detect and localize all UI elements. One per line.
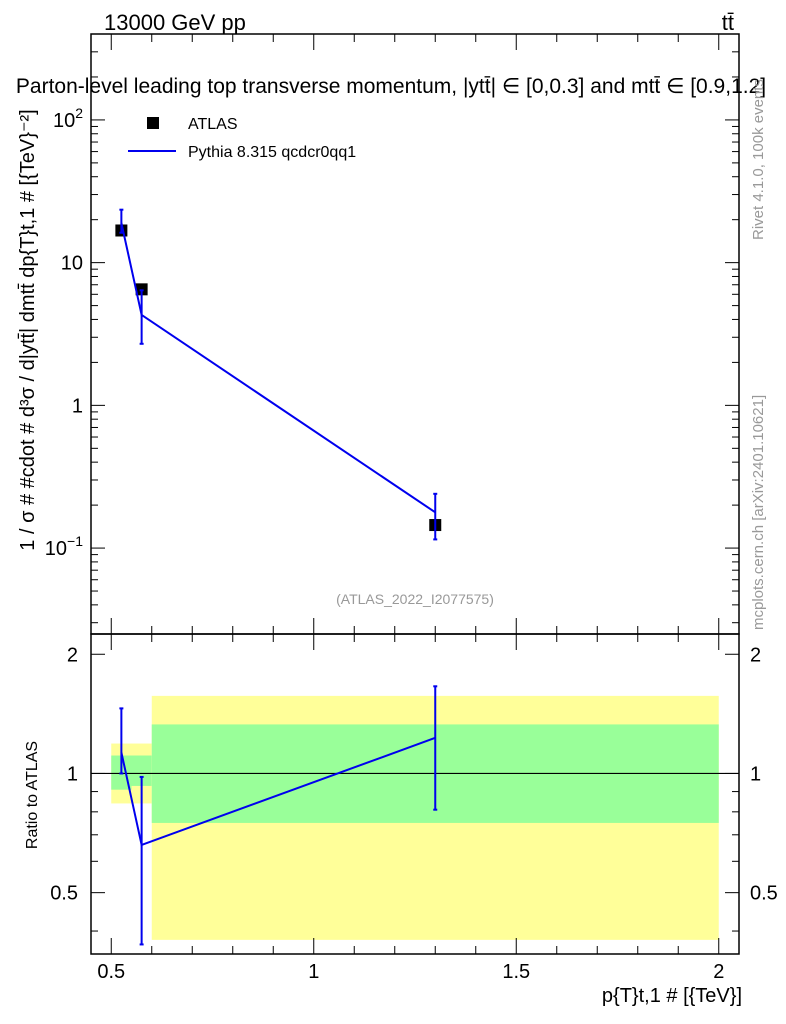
main-y-ticks	[91, 33, 739, 624]
header-right: tt̄	[722, 10, 734, 35]
ratio-x-tick-label: 0.5	[97, 961, 125, 983]
ratio-band-inner	[131, 755, 152, 786]
ratio-x-tick-label: 1	[308, 961, 319, 983]
ratio-y-tick-label-left: 1	[67, 763, 78, 785]
x-axis-label: p{T}t,1 # [{TeV}]	[602, 985, 742, 1007]
ratio-y-axis-label: Ratio to ATLAS	[24, 741, 41, 849]
analysis-watermark: (ATLAS_2022_I2077575)	[336, 591, 494, 607]
main-y-tick-label: 10−1	[45, 533, 83, 560]
pythia-line	[120, 222, 436, 514]
ratio-y-tick-label-right: 1	[750, 763, 761, 785]
main-y-tick-label: 10	[61, 253, 83, 275]
main-series	[115, 208, 442, 541]
main-x-ticks	[110, 34, 720, 634]
ratio-y-tick-label-left: 2	[67, 644, 78, 666]
ratio-panel: 0.5 1 1.5 2 0.5 0.5 1 1 2 2 Ratio to ATLAS p{T}t,…	[24, 633, 778, 1007]
ratio-x-tick-label: 2	[713, 961, 724, 983]
ratio-frame	[90, 633, 740, 955]
ratio-series	[119, 685, 438, 946]
main-y-tick-label: 102	[53, 105, 83, 132]
ratio-y-tick-label-right: 0.5	[750, 883, 778, 905]
legend-pythia-label: Pythia 8.315 qcdcr0qq1	[188, 144, 356, 161]
main-y-tick-label: 1	[72, 395, 83, 417]
rivet-label: Rivet 4.1.0, 100k events	[750, 79, 767, 240]
ratio-y-tick-label-right: 2	[750, 644, 761, 666]
ratio-bands	[111, 695, 719, 940]
legend-atlas-marker	[147, 117, 159, 129]
ratio-x-tick-label: 1.5	[502, 961, 530, 983]
main-title: Parton-level leading top transverse mome…	[16, 75, 766, 98]
main-panel: 10−1 1 10 102 (ATLAS_2022_I2077575) ATLAS P…	[17, 33, 740, 635]
legend-atlas-label: ATLAS	[188, 116, 238, 133]
header-left: 13000 GeV pp	[104, 10, 246, 35]
ratio-y-tick-label-left: 0.5	[50, 883, 78, 905]
legend: ATLAS Pythia 8.315 qcdcr0qq1	[128, 116, 356, 161]
ratio-ticks: 0.5 1 1.5 2 0.5 0.5 1 1 2 2	[50, 634, 778, 983]
main-y-tick-labels: 10−1 1 10 102	[45, 105, 83, 560]
mcplots-label: mcplots.cern.ch [arXiv:2401.10621]	[750, 395, 767, 630]
main-y-axis-label: 1 / σ # #cdot # d³σ / d|ytt̄| dmtt̄ dp{T…	[17, 109, 39, 550]
